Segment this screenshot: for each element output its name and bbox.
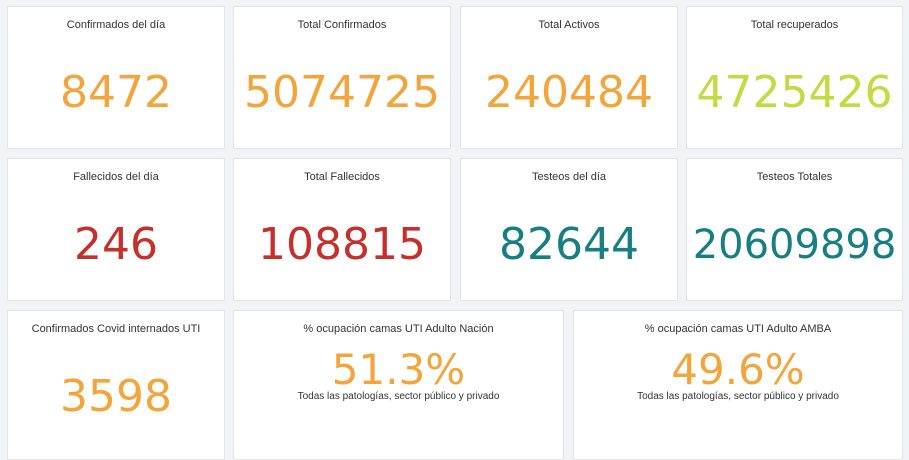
card-value: 8472 — [60, 67, 172, 118]
card-value: 108815 — [258, 219, 426, 270]
card-confirmados-del-dia: Confirmados del día 8472 — [7, 6, 225, 149]
card-title: Confirmados Covid internados UTI — [31, 323, 201, 335]
card-title: Fallecidos del día — [73, 171, 159, 183]
card-value: 246 — [74, 219, 158, 270]
card-total-activos: Total Activos 240484 — [460, 6, 678, 149]
card-title: Total Activos — [538, 19, 600, 31]
card-value: 5074725 — [244, 67, 440, 118]
card-testeos-del-dia: Testeos del día 82644 — [460, 158, 678, 301]
card-title: % ocupación camas UTI Adulto Nación — [303, 323, 494, 335]
card-value: 4725426 — [696, 67, 893, 118]
card-ocupacion-uti-amba: % ocupación camas UTI Adulto AMBA 49.6% … — [573, 310, 903, 460]
card-subtitle: Todas las patologías, sector público y p… — [637, 391, 839, 402]
card-title: Total recuperados — [750, 19, 839, 31]
card-testeos-totales: Testeos Totales 20609898 — [686, 158, 903, 301]
card-total-recuperados: Total recuperados 4725426 — [686, 6, 903, 149]
card-total-fallecidos: Total Fallecidos 108815 — [233, 158, 451, 301]
card-title: Total Fallecidos — [304, 171, 380, 183]
card-value: 82644 — [499, 219, 639, 270]
card-subtitle: Todas las patologías, sector público y p… — [297, 391, 500, 402]
card-title: Total Confirmados — [297, 19, 387, 31]
card-fallecidos-del-dia: Fallecidos del día 246 — [7, 158, 225, 301]
card-value: 3598 — [60, 371, 172, 422]
card-title: Testeos del día — [532, 171, 606, 183]
card-value: 240484 — [485, 67, 653, 118]
card-value: 51.3% — [331, 345, 466, 394]
card-title: % ocupación camas UTI Adulto AMBA — [644, 323, 832, 335]
card-title: Confirmados del día — [66, 19, 166, 31]
card-confirmados-covid-internados-uti: Confirmados Covid internados UTI 3598 — [7, 310, 225, 460]
card-total-confirmados: Total Confirmados 5074725 — [233, 6, 451, 149]
card-value: 49.6% — [671, 345, 805, 394]
card-title: Testeos Totales — [756, 171, 833, 183]
card-value: 20609898 — [692, 222, 897, 268]
card-ocupacion-uti-nacion: % ocupación camas UTI Adulto Nación 51.3… — [233, 310, 564, 460]
